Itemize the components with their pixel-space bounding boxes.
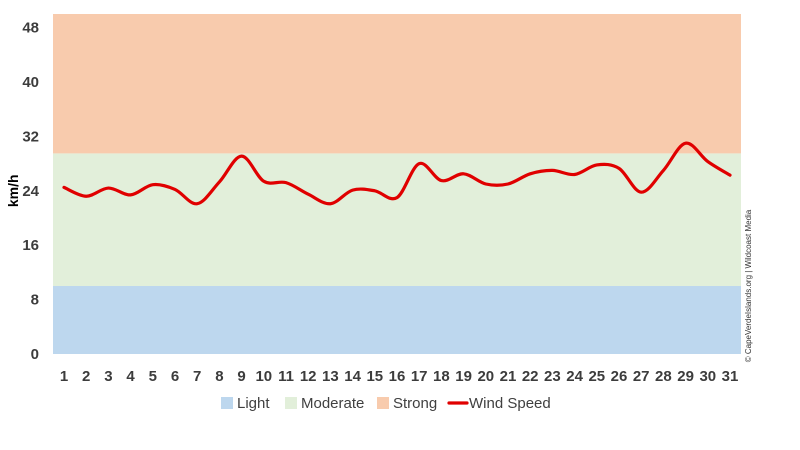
y-tick-label: 48 (22, 20, 39, 37)
x-tick-label: 30 (699, 368, 716, 385)
x-tick-label: 27 (633, 368, 650, 385)
x-tick-label: 9 (237, 368, 245, 385)
legend-moderate-swatch (285, 397, 297, 409)
x-tick-label: 12 (300, 368, 317, 385)
x-tick-label: 25 (588, 368, 605, 385)
x-tick-label: 28 (655, 368, 672, 385)
legend: Light Moderate Strong Wind Speed (221, 395, 551, 412)
x-tick-label: 17 (411, 368, 428, 385)
x-tick-label: 23 (544, 368, 561, 385)
x-tick-label: 3 (104, 368, 112, 385)
y-tick-label: 8 (31, 292, 39, 309)
x-tick-label: 14 (344, 368, 361, 385)
legend-strong-swatch (377, 397, 389, 409)
x-tick-label: 10 (255, 368, 272, 385)
watermark: © CapeVerdeIslands.org | Wildcoast Media (744, 209, 753, 362)
band-strong (53, 14, 741, 154)
series-line-wind-speed (62, 141, 732, 206)
x-tick-label: 18 (433, 368, 450, 385)
legend-moderate: Moderate (285, 395, 364, 412)
band-light (53, 286, 741, 354)
x-tick-label: 6 (171, 368, 179, 385)
y-tick-label: 40 (22, 74, 39, 91)
x-tick-label: 11 (278, 368, 294, 385)
y-axis-title: km/h (5, 174, 21, 207)
x-tick-label: 16 (389, 368, 406, 385)
legend-light-label: Light (237, 395, 270, 412)
series-layer (62, 141, 732, 206)
x-tick-label: 22 (522, 368, 539, 385)
legend-wind-speed: Wind Speed (447, 395, 551, 412)
y-tick-label: 16 (22, 237, 39, 254)
x-tick-label: 15 (366, 368, 383, 385)
y-tick-labels: 0 8 16 24 32 40 48 (22, 20, 39, 363)
x-tick-label: 31 (722, 368, 739, 385)
legend-wind-speed-label: Wind Speed (469, 395, 551, 412)
y-tick-label: 32 (22, 128, 39, 145)
x-tick-label: 1 (60, 368, 68, 385)
legend-light: Light (221, 395, 270, 412)
x-tick-label: 26 (611, 368, 628, 385)
x-tick-label: 24 (566, 368, 583, 385)
legend-strong-label: Strong (393, 395, 437, 412)
x-tick-label: 4 (126, 368, 135, 385)
x-tick-label: 2 (82, 368, 90, 385)
x-tick-label: 8 (215, 368, 223, 385)
x-tick-label: 5 (149, 368, 157, 385)
x-tick-labels: 1 2 3 4 5 6 7 8 9 10 11 12 13 14 15 16 17 18 19 20 21 22 23 24 2… (60, 368, 739, 385)
x-tick-label: 20 (477, 368, 494, 385)
legend-moderate-label: Moderate (301, 395, 364, 412)
x-tick-label: 7 (193, 368, 201, 385)
x-tick-label: 29 (677, 368, 694, 385)
y-tick-label: 24 (22, 183, 39, 200)
x-tick-label: 19 (455, 368, 472, 385)
legend-light-swatch (221, 397, 233, 409)
x-tick-label: 21 (500, 368, 517, 385)
legend-strong: Strong (377, 395, 437, 412)
x-tick-label: 13 (322, 368, 339, 385)
band-moderate (53, 153, 741, 286)
y-tick-label: 0 (31, 346, 39, 363)
